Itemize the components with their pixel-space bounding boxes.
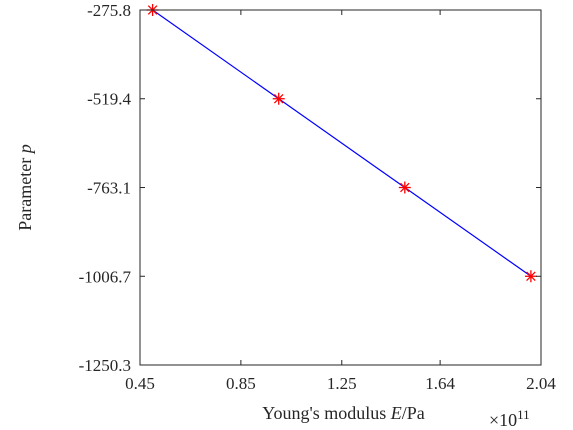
series-line-layer [152,9,532,277]
data-point-marker [524,270,537,283]
marker-layer [146,4,537,283]
axes-box [139,9,542,366]
y-axis-ticks: -275.8 -519.4 -763.1 -1006.7 -1250.3 [79,1,541,375]
data-point-marker [398,181,411,194]
y-tick-label: -1250.3 [79,356,131,375]
x-tick-label: 1.64 [425,374,455,393]
y-axis-label: Parameter p [15,144,35,230]
x-tick-label: 0.85 [226,374,256,393]
x-tick-label: 2.04 [526,374,556,393]
data-point-marker [272,92,285,105]
x-tick-label: 0.45 [125,374,155,393]
series-line [152,9,532,277]
x-axis-label: Young's modulus E/Pa [262,403,424,423]
x-axis-multiplier: ×1011 [489,407,530,430]
x-axis-ticks: 0.45 0.85 1.25 1.64 2.04 [125,10,556,393]
y-tick-label: -763.1 [87,179,131,198]
x-tick-label: 1.25 [327,374,357,393]
y-tick-label: -519.4 [87,90,131,109]
y-tick-label: -275.8 [87,1,131,20]
y-tick-label: -1006.7 [79,267,132,286]
